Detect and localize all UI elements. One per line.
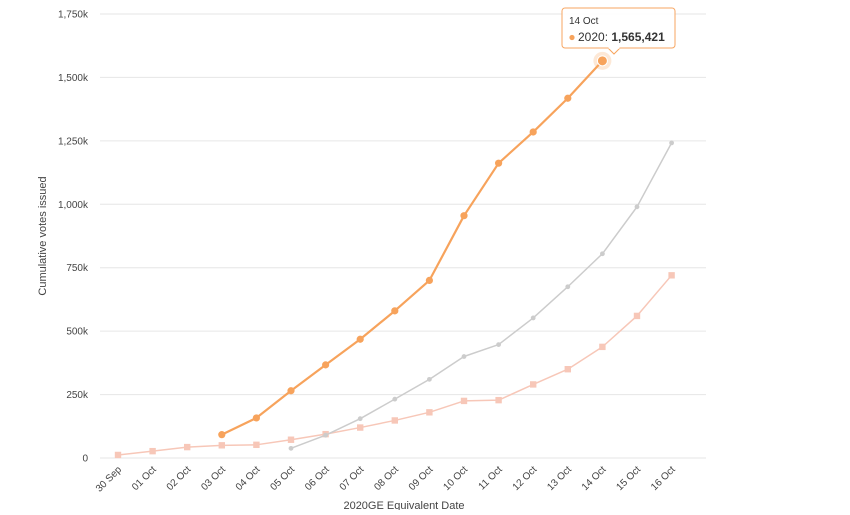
data-point	[634, 204, 640, 210]
data-point	[530, 381, 537, 388]
x-tick-label: 08 Oct	[372, 464, 401, 493]
x-tick-label: 02 Oct	[165, 464, 194, 493]
tooltip-value: 2020: 1,565,421	[578, 30, 665, 44]
x-tick-label: 13 Oct	[545, 464, 574, 493]
data-point	[564, 366, 571, 373]
y-tick-label: 500k	[66, 327, 89, 338]
data-point	[288, 445, 294, 451]
x-tick-label: 06 Oct	[303, 464, 332, 493]
data-point	[564, 94, 572, 102]
tooltip-separator: :	[605, 30, 612, 44]
x-tick-label: 05 Oct	[269, 464, 298, 493]
y-tick-label: 1,250k	[58, 136, 89, 147]
data-point	[426, 409, 433, 416]
data-point	[496, 342, 501, 347]
x-tick-label: 15 Oct	[615, 464, 644, 493]
data-point	[287, 387, 295, 395]
x-tick-label: 01 Oct	[130, 464, 159, 493]
y-tick-label: 1,500k	[58, 73, 89, 84]
series-1	[218, 57, 607, 439]
x-axis-title: 2020GE Equivalent Date	[343, 500, 464, 510]
x-axis-ticks: 30 Sep 01 Oct 02 Oct 03 Oct 04 Oct 05 Oct 06 O…	[94, 464, 678, 494]
data-point	[323, 432, 328, 438]
x-tick-label: 16 Oct	[649, 464, 678, 493]
data-point	[425, 276, 433, 284]
y-tick-label: 0	[82, 454, 88, 465]
data-point	[600, 251, 605, 257]
series-3	[114, 272, 675, 459]
data-point	[357, 416, 363, 422]
x-tick-label: 12 Oct	[511, 464, 540, 493]
data-point	[184, 443, 191, 451]
data-point	[287, 436, 295, 443]
gridlines	[100, 13, 706, 459]
tooltip-series-label: 2020	[578, 30, 605, 44]
data-point	[565, 284, 571, 290]
y-axis-ticks: 0 250k 500k 750k 1,000k 1,250k 1,500k 1,750k	[58, 10, 89, 465]
x-tick-label: 07 Oct	[338, 464, 367, 493]
data-point	[599, 343, 606, 351]
data-point	[114, 451, 122, 459]
data-point	[668, 272, 675, 279]
data-point	[495, 396, 502, 404]
series-line	[117, 274, 673, 456]
data-point	[218, 442, 225, 449]
series-line	[221, 60, 604, 436]
series-2	[288, 140, 674, 451]
data-point	[357, 424, 364, 431]
data-point	[633, 312, 641, 320]
data-point	[427, 376, 432, 382]
x-tick-label: 30 Sep	[94, 464, 124, 494]
data-point	[253, 441, 260, 449]
series-line	[290, 142, 673, 450]
tooltip-pointer	[607, 47, 621, 55]
data-point	[391, 417, 398, 424]
y-tick-label: 250k	[66, 390, 89, 401]
tooltip-series-marker	[569, 34, 575, 41]
x-tick-label: 14 Oct	[580, 464, 609, 493]
x-tick-label: 03 Oct	[199, 464, 228, 493]
data-point	[391, 307, 399, 315]
y-axis-title: Cumulative votes issued	[37, 176, 49, 295]
data-point	[461, 354, 467, 359]
y-tick-label: 750k	[66, 263, 89, 274]
x-tick-label: 09 Oct	[407, 464, 436, 493]
y-tick-label: 1,000k	[58, 200, 89, 211]
data-point	[460, 397, 468, 405]
y-tick-label: 1,750k	[58, 10, 89, 21]
data-point	[529, 128, 537, 136]
data-point	[149, 447, 156, 455]
data-point	[392, 396, 398, 402]
x-tick-label: 11 Oct	[477, 464, 505, 492]
data-point	[530, 315, 536, 321]
data-point	[322, 361, 330, 369]
tooltip-number: 1,565,421	[611, 30, 665, 44]
hover-point	[596, 55, 608, 67]
series	[114, 51, 675, 459]
data-point	[356, 335, 364, 343]
x-tick-label: 04 Oct	[234, 464, 263, 493]
data-point	[495, 159, 503, 167]
data-point	[218, 431, 226, 439]
tooltip-date: 14 Oct	[569, 16, 599, 27]
data-point	[252, 414, 260, 422]
data-point	[460, 212, 468, 220]
x-tick-label: 10 Oct	[442, 464, 471, 493]
tooltip: 14 Oct 2020: 1,565,421	[561, 7, 676, 55]
data-point	[669, 140, 674, 146]
